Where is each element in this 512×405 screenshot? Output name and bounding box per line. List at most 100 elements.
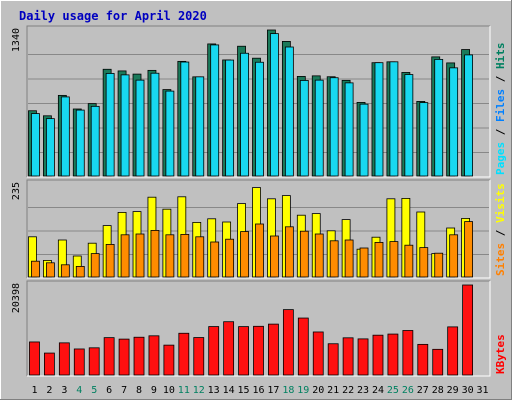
x-tick-label-13: 13 bbox=[208, 385, 220, 396]
bar-sites-day-29 bbox=[449, 234, 459, 278]
bar-sites-day-11 bbox=[180, 233, 190, 278]
bar-pages-day-21 bbox=[329, 77, 339, 177]
bar-pages-day-23 bbox=[359, 103, 369, 177]
bar-pages-day-5 bbox=[90, 105, 100, 177]
bar-pages-day-10 bbox=[165, 90, 175, 177]
bar-kbytes-day-20 bbox=[312, 331, 324, 376]
bar-kbytes-day-12 bbox=[193, 337, 205, 376]
x-tick-label-7: 7 bbox=[121, 385, 127, 396]
x-tick-label-27: 27 bbox=[417, 385, 429, 396]
bar-kbytes-day-29 bbox=[447, 326, 459, 376]
bar-sites-day-16 bbox=[255, 223, 264, 278]
x-tick-label-17: 17 bbox=[267, 385, 279, 396]
bar-sites-day-22 bbox=[344, 239, 354, 278]
bar-pages-day-4 bbox=[75, 109, 85, 177]
legend-top: Pages / Files / Hits bbox=[494, 43, 507, 176]
bar-kbytes-day-24 bbox=[372, 334, 384, 376]
bar-sites-day-21 bbox=[329, 240, 339, 278]
x-axis: 1 2 3 4 5 6 7 8 9 10 11 12 13 14 15 16 17 18 19 20 21 22 23 24 2… bbox=[31, 385, 488, 396]
bar-kbytes-day-1 bbox=[29, 341, 40, 376]
y-max-label: 235 bbox=[11, 182, 22, 200]
bar-kbytes-day-16 bbox=[253, 325, 264, 376]
bar-pages-day-16 bbox=[255, 61, 264, 177]
bar-kbytes-day-8 bbox=[133, 336, 145, 376]
panel-mid: 235 Sites / Visits bbox=[11, 179, 507, 279]
bar-kbytes-day-7 bbox=[118, 338, 130, 376]
bar-sites-day-5 bbox=[90, 253, 100, 278]
bar-kbytes-day-26 bbox=[402, 330, 414, 376]
bar-pages-day-30 bbox=[464, 54, 473, 177]
x-tick-label-1: 1 bbox=[31, 385, 37, 396]
bar-pages-day-29 bbox=[449, 67, 459, 177]
plot-border-light bbox=[27, 281, 491, 377]
y-max-label: 20398 bbox=[11, 283, 22, 313]
x-tick-label-23: 23 bbox=[357, 385, 369, 396]
plot-border-dark bbox=[26, 179, 490, 278]
bar-pages-day-7 bbox=[120, 74, 130, 177]
legend-text: KBytes bbox=[494, 334, 507, 374]
legend-visits: Visits bbox=[494, 183, 507, 223]
series-pages bbox=[31, 33, 473, 177]
x-tick-label-18: 18 bbox=[282, 385, 294, 396]
bar-pages-day-1 bbox=[31, 113, 40, 177]
legend-separator: / bbox=[494, 122, 507, 142]
bar-kbytes-day-22 bbox=[342, 337, 354, 376]
bar-pages-day-17 bbox=[270, 33, 279, 177]
x-tick-label-11: 11 bbox=[178, 385, 190, 396]
bar-sites-day-13 bbox=[210, 241, 220, 278]
plot-border-light bbox=[27, 26, 491, 178]
x-tick-label-14: 14 bbox=[223, 385, 235, 396]
bar-sites-day-18 bbox=[284, 226, 294, 278]
legend-hits: Hits bbox=[494, 43, 507, 70]
bar-kbytes-day-6 bbox=[103, 337, 115, 376]
bar-kbytes-day-23 bbox=[357, 338, 369, 376]
bar-kbytes-day-13 bbox=[208, 326, 220, 376]
bar-pages-day-14 bbox=[225, 59, 235, 177]
bar-sites-day-7 bbox=[120, 234, 130, 278]
legend-mid: Sites / Visits bbox=[494, 183, 507, 276]
chart-panels: 1340 Pages / Files / Hits 235 Sites / Visit… bbox=[11, 25, 507, 377]
x-tick-label-25: 25 bbox=[387, 385, 399, 396]
bar-kbytes-day-19 bbox=[297, 317, 309, 376]
bar-sites-day-19 bbox=[299, 230, 309, 278]
legend-sites: Sites bbox=[494, 243, 507, 276]
x-tick-label-31: 31 bbox=[477, 385, 489, 396]
legend-pages: Pages bbox=[494, 142, 507, 175]
x-tick-label-5: 5 bbox=[91, 385, 97, 396]
bar-pages-day-13 bbox=[210, 44, 220, 177]
bar-sites-day-26 bbox=[404, 244, 414, 278]
bar-pages-day-28 bbox=[434, 59, 444, 177]
bar-kbytes-day-5 bbox=[88, 347, 100, 376]
bar-kbytes-day-27 bbox=[417, 343, 429, 376]
x-tick-label-29: 29 bbox=[447, 385, 459, 396]
bar-sites-day-27 bbox=[419, 247, 429, 278]
bar-sites-day-28 bbox=[434, 252, 444, 278]
bar-pages-day-18 bbox=[284, 46, 294, 177]
bar-kbytes-day-18 bbox=[282, 309, 294, 376]
bar-sites-day-20 bbox=[314, 233, 324, 278]
legend-files: Files bbox=[494, 89, 507, 122]
legend-kbytes: KBytes bbox=[494, 334, 507, 374]
plot-border-dark bbox=[26, 280, 490, 376]
x-tick-label-8: 8 bbox=[136, 385, 142, 396]
bar-kbytes-day-30 bbox=[462, 284, 473, 376]
bar-pages-day-6 bbox=[105, 73, 115, 177]
bar-pages-day-22 bbox=[344, 82, 354, 177]
bar-pages-day-8 bbox=[135, 79, 145, 177]
plot-border-light bbox=[27, 180, 491, 279]
bar-pages-day-20 bbox=[314, 79, 324, 177]
plot-border-dark bbox=[26, 25, 490, 177]
bar-sites-day-1 bbox=[31, 260, 40, 278]
x-tick-label-6: 6 bbox=[106, 385, 112, 396]
x-tick-label-15: 15 bbox=[238, 385, 250, 396]
bar-sites-day-6 bbox=[105, 243, 115, 278]
series-sites bbox=[31, 221, 473, 278]
x-tick-label-12: 12 bbox=[193, 385, 205, 396]
legend-bot: KBytes bbox=[494, 334, 507, 374]
bar-sites-day-15 bbox=[240, 231, 249, 278]
bar-sites-day-25 bbox=[389, 241, 399, 278]
bar-pages-day-27 bbox=[419, 102, 429, 177]
bar-sites-day-9 bbox=[150, 229, 160, 278]
bar-kbytes-day-11 bbox=[178, 332, 190, 376]
